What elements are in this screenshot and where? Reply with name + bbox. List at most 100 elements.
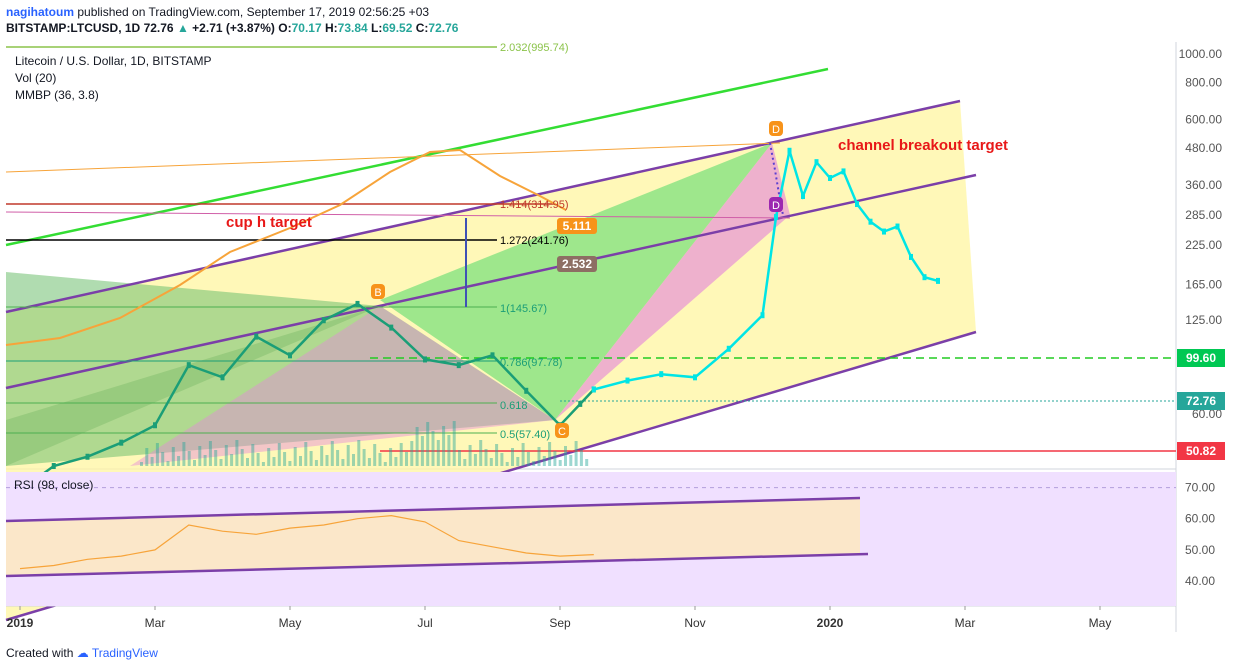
volume-bar [542,456,546,466]
volume-bar [405,452,408,466]
high-value: 73.84 [337,21,368,35]
volume-bar [511,448,514,466]
price-level-badge [1177,392,1225,410]
volume-bar [553,451,557,466]
publish-info: published on TradingView.com, September … [77,5,430,19]
volume-bar [558,460,562,466]
volume-bar [293,447,297,466]
harmonic-xabc-fill [6,272,555,466]
volume-bar [383,462,387,466]
price-point [855,201,859,208]
volume-bar [442,426,446,466]
volume-bar [569,455,573,466]
price-level-badge [1177,349,1225,367]
channel-middle-line [5,173,977,390]
volume-bar [378,453,382,466]
rsi-channel-upper [5,496,861,523]
price-axis-tick: 165.00 [1185,278,1222,292]
price-point [726,345,731,352]
volume-bar [261,462,265,466]
text-layer: 2.032(995.74) 1.414(314.95) 1.272(241.76) 1… [226,42,1008,441]
volume-bar [208,441,212,466]
volume-bar [203,455,207,466]
volume-bar [585,459,589,466]
price-point [774,214,778,221]
legend-volume[interactable]: Vol (20) [15,71,57,85]
price-point [119,439,124,446]
volume-bar [532,461,536,466]
harmonic-cd-fill [555,143,790,420]
price-point [490,352,495,359]
author-name[interactable]: nagihatoum [6,5,74,19]
price-axis-tick: 360.00 [1185,178,1222,192]
rsi-channel-lower [5,552,869,578]
ratio-label: 5.111 [563,219,592,233]
price-point [625,377,630,384]
volume-bar [436,440,440,466]
chart-annotation: cup h target [226,214,312,231]
rsi-channel-fill [6,498,860,576]
volume-bar [505,462,509,466]
volume-bar [516,457,520,466]
legend-title[interactable]: Litecoin / U.S. Dollar, 1D, BITSTAMP [15,54,212,68]
volume-bar [230,454,234,466]
price-point [828,174,832,181]
volume-bar [309,451,313,466]
volume-bar [267,448,271,466]
volume-bar [410,441,414,466]
volume-bar [251,444,255,466]
harmonic-point-badge [555,423,569,438]
open-value: 70.17 [291,21,322,35]
volume-bar [357,440,361,466]
price-point [51,463,56,469]
fib-level-label: 0.5(57.40) [500,429,550,441]
volume-bar [336,450,340,466]
volume-bar [367,458,371,466]
volume-bar [325,455,329,466]
price-point [288,352,292,359]
volume-bar [389,448,393,466]
volume-bar [468,445,472,466]
price-point [922,274,927,281]
volume-bar [277,443,281,466]
time-axis-tick: 2019 [7,616,34,630]
mmbp-curve [5,148,567,346]
legend-mmbp[interactable]: MMBP (36, 3.8) [15,88,99,102]
fib-level-label: 1.414(314.95) [500,199,569,211]
volume-bar [240,449,244,466]
fib-level-label: 1.272(241.76) [500,235,569,247]
volume-bar [420,436,424,466]
price-point [591,386,596,393]
price-point [787,147,792,154]
price-axis-tick: 600.00 [1185,113,1222,127]
tradingview-brand[interactable]: TradingView [91,646,158,660]
up-arrow-icon: ▲ [176,21,189,35]
volume-bar [330,441,334,466]
volume-bar [166,461,170,466]
volume-bar [574,441,578,466]
symbol-name[interactable]: BITSTAMP:LTCUSD, 1D [6,21,141,35]
rsi-axis-tick: 50.00 [1185,543,1215,557]
price-axis-tick: 285.00 [1185,208,1222,222]
volume-bar [256,453,260,466]
volume-bar [304,442,308,466]
harmonic-point-badge [769,121,783,136]
volume-bar [489,458,493,466]
price-point [355,300,360,307]
rsi-line [19,514,594,570]
volume-bar [458,450,461,466]
price-point [456,362,461,369]
magenta-trend-line [5,211,791,219]
volume-bar [314,460,318,466]
volume-bar [161,452,165,466]
volume-bar [341,459,345,466]
volume-bar [214,450,218,466]
volume-bar [320,446,324,466]
volume-bar [362,449,366,466]
ratio-label: 2.532 [562,257,592,271]
price-level-label: 50.82 [1186,444,1216,458]
volume-bar [145,448,149,466]
harmonic-point-badge [769,197,783,212]
footer: Created with ☁ TradingView [6,646,158,660]
